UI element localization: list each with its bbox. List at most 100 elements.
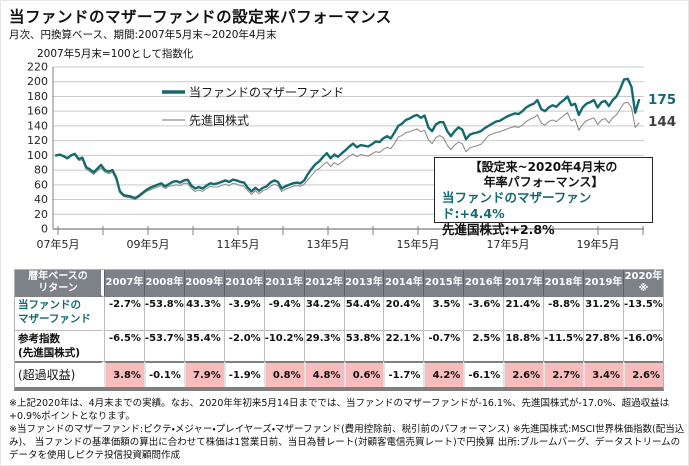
return-cell: -2.7%: [104, 297, 144, 330]
year-header: 2012年: [303, 270, 344, 297]
return-cell: -2.0%: [223, 330, 264, 361]
return-cell: 7.9%: [183, 361, 224, 387]
return-cell: 2.5%: [463, 330, 504, 361]
year-header: 2007年: [104, 270, 144, 297]
return-cell: -11.5%: [543, 330, 584, 361]
y-axis-label: 220: [27, 61, 48, 74]
return-cell: 20.4%: [383, 297, 424, 330]
corner-header: 暦年ベースの リターン: [15, 270, 104, 297]
y-axis-label: 80: [34, 164, 48, 177]
return-cell: 54.4%: [343, 297, 384, 330]
return-cell: -6.1%: [463, 361, 504, 387]
y-axis-label: 40: [34, 193, 48, 206]
return-cell: 43.3%: [183, 297, 224, 330]
return-cell: 34.2%: [303, 297, 344, 330]
table-row: 参考指数 (先進国株式) -6.5% -53.7% 35.4% -2.0% -10.2% 2…: [15, 330, 663, 361]
return-cell: -53.7%: [143, 330, 184, 361]
return-cell: 22.1%: [383, 330, 424, 361]
y-axis-label: 100: [27, 149, 48, 162]
y-axis-label: 60: [34, 178, 48, 191]
page-title: 当ファンドのマザーファンドの設定来パフォーマンス: [9, 8, 392, 26]
return-cell: 53.8%: [343, 330, 384, 361]
callout-heading: 【設定来~2020年4月末の 年率パフォーマンス】: [469, 160, 618, 189]
x-axis-label: 15年5月: [397, 237, 440, 251]
row-label: 参考指数 (先進国株式): [15, 330, 104, 361]
year-header: 2014年: [383, 270, 424, 297]
legend-label: 先進国株式: [189, 113, 249, 128]
x-axis-label: 09年5月: [127, 237, 170, 251]
return-cell: -0.1%: [143, 361, 184, 387]
year-header: 2015年: [423, 270, 464, 297]
callout-index-return: 先進国株式:+2.8%: [442, 222, 555, 237]
year-header: 2018年: [543, 270, 584, 297]
table-header-row: 暦年ベースの リターン 2007年 2008年 2009年 2010年 2011年 201…: [15, 270, 663, 297]
x-axis-label: 11年5月: [217, 237, 260, 251]
footnotes: ※上記2020年は、4月末までの実績。なお、2020年年初来5月14日まででは、…: [9, 398, 685, 463]
year-header: 2011年: [263, 270, 304, 297]
return-cell: 29.3%: [303, 330, 344, 361]
y-axis-label: 200: [27, 75, 48, 88]
return-cell: -53.8%: [143, 297, 184, 330]
return-cell: -6.5%: [104, 330, 144, 361]
row-label: (超過収益): [15, 361, 104, 387]
return-cell: -13.5%: [622, 297, 663, 330]
y-axis-label: 180: [27, 90, 48, 103]
return-cell: 3.5%: [423, 297, 464, 330]
return-cell: -16.0%: [622, 330, 663, 361]
callout-fund-return: 当ファンドのマザーファンド:+4.4%: [442, 190, 592, 221]
return-cell: 2.7%: [543, 361, 584, 387]
year-header: 2008年: [143, 270, 184, 297]
return-cell: 27.8%: [583, 330, 623, 361]
return-cell: 0.8%: [263, 361, 304, 387]
return-cell: -8.8%: [543, 297, 584, 330]
return-cell: -1.9%: [223, 361, 264, 387]
x-axis-label: 07年5月: [37, 237, 80, 251]
y-axis-label: 140: [27, 119, 48, 132]
table-row: (超過収益) 3.8% -0.1% 7.9% -1.9% 0.8% 4.8% 0.6% -1.7…: [15, 361, 663, 387]
year-header: 2017年: [503, 270, 544, 297]
fund-series-line: [54, 77, 641, 200]
row-label: 当ファンドの マザーファンド: [15, 297, 104, 330]
return-cell: 4.8%: [303, 361, 344, 387]
footnote-2: ※当ファンドのマザーファンド:ピクテ・メジャー・プレイヤーズ・マザーファンド(費…: [9, 423, 685, 461]
page-subtitle: 月次、円換算ベース、期間:2007年5月末~2020年4月末: [9, 29, 277, 41]
index-base-note: 2007年5月末=100として指数化: [37, 48, 194, 60]
x-axis-label: 17年5月: [487, 237, 530, 251]
return-cell: 2.6%: [503, 361, 544, 387]
table-header: 暦年ベースの リターン 2007年 2008年 2009年 2010年 2011年 201…: [15, 270, 663, 297]
x-axis-label: 19年5月: [577, 237, 620, 251]
return-cell: 4.2%: [423, 361, 464, 387]
return-cell: -1.7%: [383, 361, 424, 387]
year-header: 2013年: [343, 270, 384, 297]
table-row: 当ファンドの マザーファンド -2.7% -53.8% 43.3% -3.9% -9.4%…: [15, 297, 663, 330]
table-body: 当ファンドの マザーファンド -2.7% -53.8% 43.3% -3.9% -9.4%…: [15, 297, 663, 387]
fund-end-value-label: 175: [648, 92, 677, 108]
return-cell: -10.2%: [263, 330, 304, 361]
return-cell: 3.4%: [583, 361, 623, 387]
return-cell: 35.4%: [183, 330, 224, 361]
footnote-1: ※上記2020年は、4月末までの実績。なお、2020年年初来5月14日まででは、…: [9, 398, 670, 422]
year-header: 2010年: [223, 270, 264, 297]
return-cell: 21.4%: [503, 297, 544, 330]
annualized-performance-callout: 【設定来~2020年4月末の 年率パフォーマンス】 当ファンドのマザーファンド:…: [434, 157, 653, 237]
y-axis-label: 0: [41, 223, 48, 236]
y-axis-label: 20: [34, 208, 48, 221]
return-cell: -9.4%: [263, 297, 304, 330]
return-cell: 2.6%: [622, 361, 663, 387]
return-cell: 0.6%: [343, 361, 384, 387]
return-cell: 31.2%: [583, 297, 623, 330]
year-header: 2009年: [183, 270, 224, 297]
x-axis-label: 13年5月: [307, 237, 350, 251]
return-cell: -0.7%: [423, 330, 464, 361]
index-end-value-label: 144: [648, 114, 677, 130]
year-header: 2020年 ※: [622, 270, 663, 297]
return-cell: -3.9%: [223, 297, 264, 330]
return-cell: 18.8%: [503, 330, 544, 361]
return-cell: -3.6%: [463, 297, 504, 330]
year-header: 2019年: [583, 270, 623, 297]
legend-label: 当ファンドのマザーファンド: [189, 86, 344, 100]
y-axis-label: 160: [27, 105, 48, 118]
index-series-line: [55, 101, 640, 201]
